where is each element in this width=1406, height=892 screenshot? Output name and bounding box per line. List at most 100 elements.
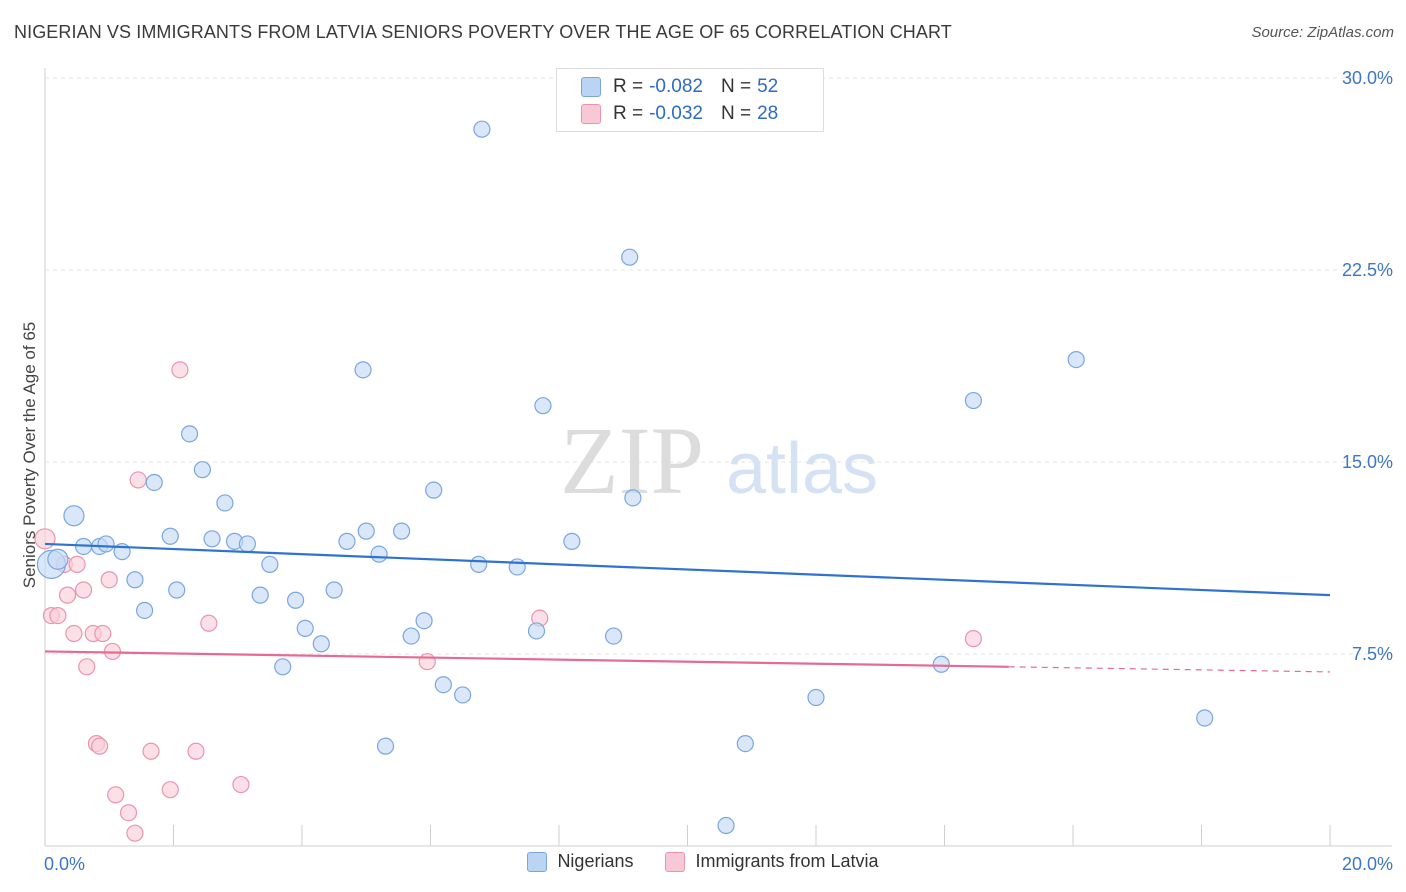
legend-n-label: N =	[720, 76, 752, 97]
nigerian-point	[296, 619, 314, 638]
nigerian-point	[717, 816, 735, 835]
latvia-trend-line	[44, 650, 1009, 668]
nigerian-point	[534, 397, 552, 415]
x-tick-label: 20.0%	[1342, 854, 1393, 874]
legend-n-value: 28	[757, 103, 779, 124]
y-tick-label: 30.0%	[1342, 68, 1393, 88]
legend-swatch-latvia	[581, 104, 601, 124]
nigerian-point	[47, 548, 69, 570]
nigerian-point	[964, 391, 983, 410]
y-axis-label: Seniors Poverty Over the Age of 65	[20, 321, 39, 589]
gridlines	[45, 77, 1392, 655]
nigerian-point	[145, 473, 163, 492]
watermark-atlas: atlas	[726, 429, 878, 509]
series-legend: Nigerians Immigrants from Latvia	[0, 851, 1406, 872]
nigerian-point	[470, 555, 488, 574]
nigerian-trend-line	[44, 542, 1331, 597]
nigerian-point	[402, 627, 420, 645]
latvia-point	[94, 624, 112, 643]
legend-r-label: R =	[613, 76, 644, 97]
latvia-point	[142, 742, 160, 760]
latvia-point	[161, 781, 179, 799]
nigerian-point	[357, 522, 375, 540]
nigerian-point	[286, 591, 305, 609]
legend-item-latvia[interactable]: Immigrants from Latvia	[665, 851, 879, 872]
latvia-point	[129, 471, 147, 489]
y-tick-label: 22.5%	[1342, 260, 1393, 280]
legend-r-label: R =	[613, 103, 644, 124]
legend-r-value: -0.082	[649, 76, 703, 97]
nigerian-point	[624, 489, 642, 507]
nigerian-point	[274, 658, 292, 676]
legend-row-nigerians: R = -0.082 N = 52	[581, 75, 778, 99]
nigerian-point	[370, 545, 388, 563]
latvia-point	[91, 737, 109, 755]
latvia-point	[68, 555, 86, 574]
nigerian-point	[1067, 351, 1085, 369]
legend-label-latvia: Immigrants from Latvia	[695, 851, 879, 871]
nigerian-point	[126, 571, 144, 589]
nigerian-point	[338, 532, 356, 550]
legend-swatch-nigerians	[527, 851, 548, 872]
nigerian-point	[434, 676, 452, 694]
x-tick-label: 0.0%	[44, 854, 85, 874]
nigerian-point	[1196, 709, 1214, 727]
nigerian-point	[354, 361, 372, 379]
nigerian-point	[203, 530, 221, 548]
latvia-point	[232, 775, 250, 794]
latvia-point	[187, 742, 205, 760]
axes	[44, 68, 1392, 847]
nigerian-point	[621, 248, 639, 266]
legend-n-value: 52	[757, 76, 779, 97]
nigerian-point	[180, 425, 199, 443]
latvia-point	[200, 614, 218, 632]
nigerian-point	[193, 461, 212, 479]
nigerian-point	[392, 522, 411, 540]
nigerian-point	[168, 581, 186, 599]
latvia-point	[126, 824, 144, 842]
nigerian-point	[605, 627, 623, 645]
latvia-point	[58, 586, 77, 604]
latvia-point	[49, 606, 67, 625]
legend-item-nigerians[interactable]: Nigerians	[527, 851, 633, 872]
legend-r-value: -0.032	[649, 103, 703, 124]
latvia-point	[171, 361, 189, 379]
nigerian-point	[376, 737, 395, 755]
nigerian-point	[425, 481, 443, 499]
nigerian-point	[508, 558, 526, 576]
nigerian-point	[415, 612, 433, 630]
nigerian-point	[736, 734, 754, 753]
chart-title: NIGERIAN VS IMMIGRANTS FROM LATVIA SENIO…	[14, 22, 952, 42]
latvia-point	[119, 804, 138, 822]
legend-label-nigerians: Nigerians	[557, 851, 634, 871]
nigerian-point	[312, 635, 330, 653]
nigerian-point	[63, 505, 85, 527]
nigerian-point	[216, 494, 234, 512]
latvia-trend-extension	[1008, 666, 1331, 673]
nigerian-point	[473, 120, 491, 138]
nigerian-point	[932, 655, 950, 673]
source-label: Source: ZipAtlas.com	[1251, 24, 1394, 41]
latvia-point	[78, 658, 96, 676]
data-points	[34, 120, 1214, 842]
nigerian-point	[135, 601, 154, 620]
nigerian-point	[251, 586, 269, 604]
nigerian-point	[563, 532, 581, 550]
nigerian-point	[527, 622, 546, 640]
y-tick-label: 15.0%	[1342, 452, 1393, 472]
nigerian-point	[454, 686, 472, 704]
y-tick-label: 7.5%	[1352, 644, 1393, 664]
latvia-point	[418, 653, 436, 671]
legend-swatch-nigerians	[581, 77, 601, 97]
nigerian-point	[325, 581, 343, 599]
nigerian-point	[97, 535, 115, 553]
legend-n-label: N =	[720, 103, 752, 124]
latvia-point	[74, 581, 93, 599]
nigerian-point	[238, 535, 256, 553]
latvia-point	[964, 630, 983, 648]
nigerian-point	[807, 688, 825, 707]
nigerian-point	[161, 527, 179, 545]
trend-lines	[44, 542, 1331, 673]
nigerian-point	[261, 555, 279, 574]
